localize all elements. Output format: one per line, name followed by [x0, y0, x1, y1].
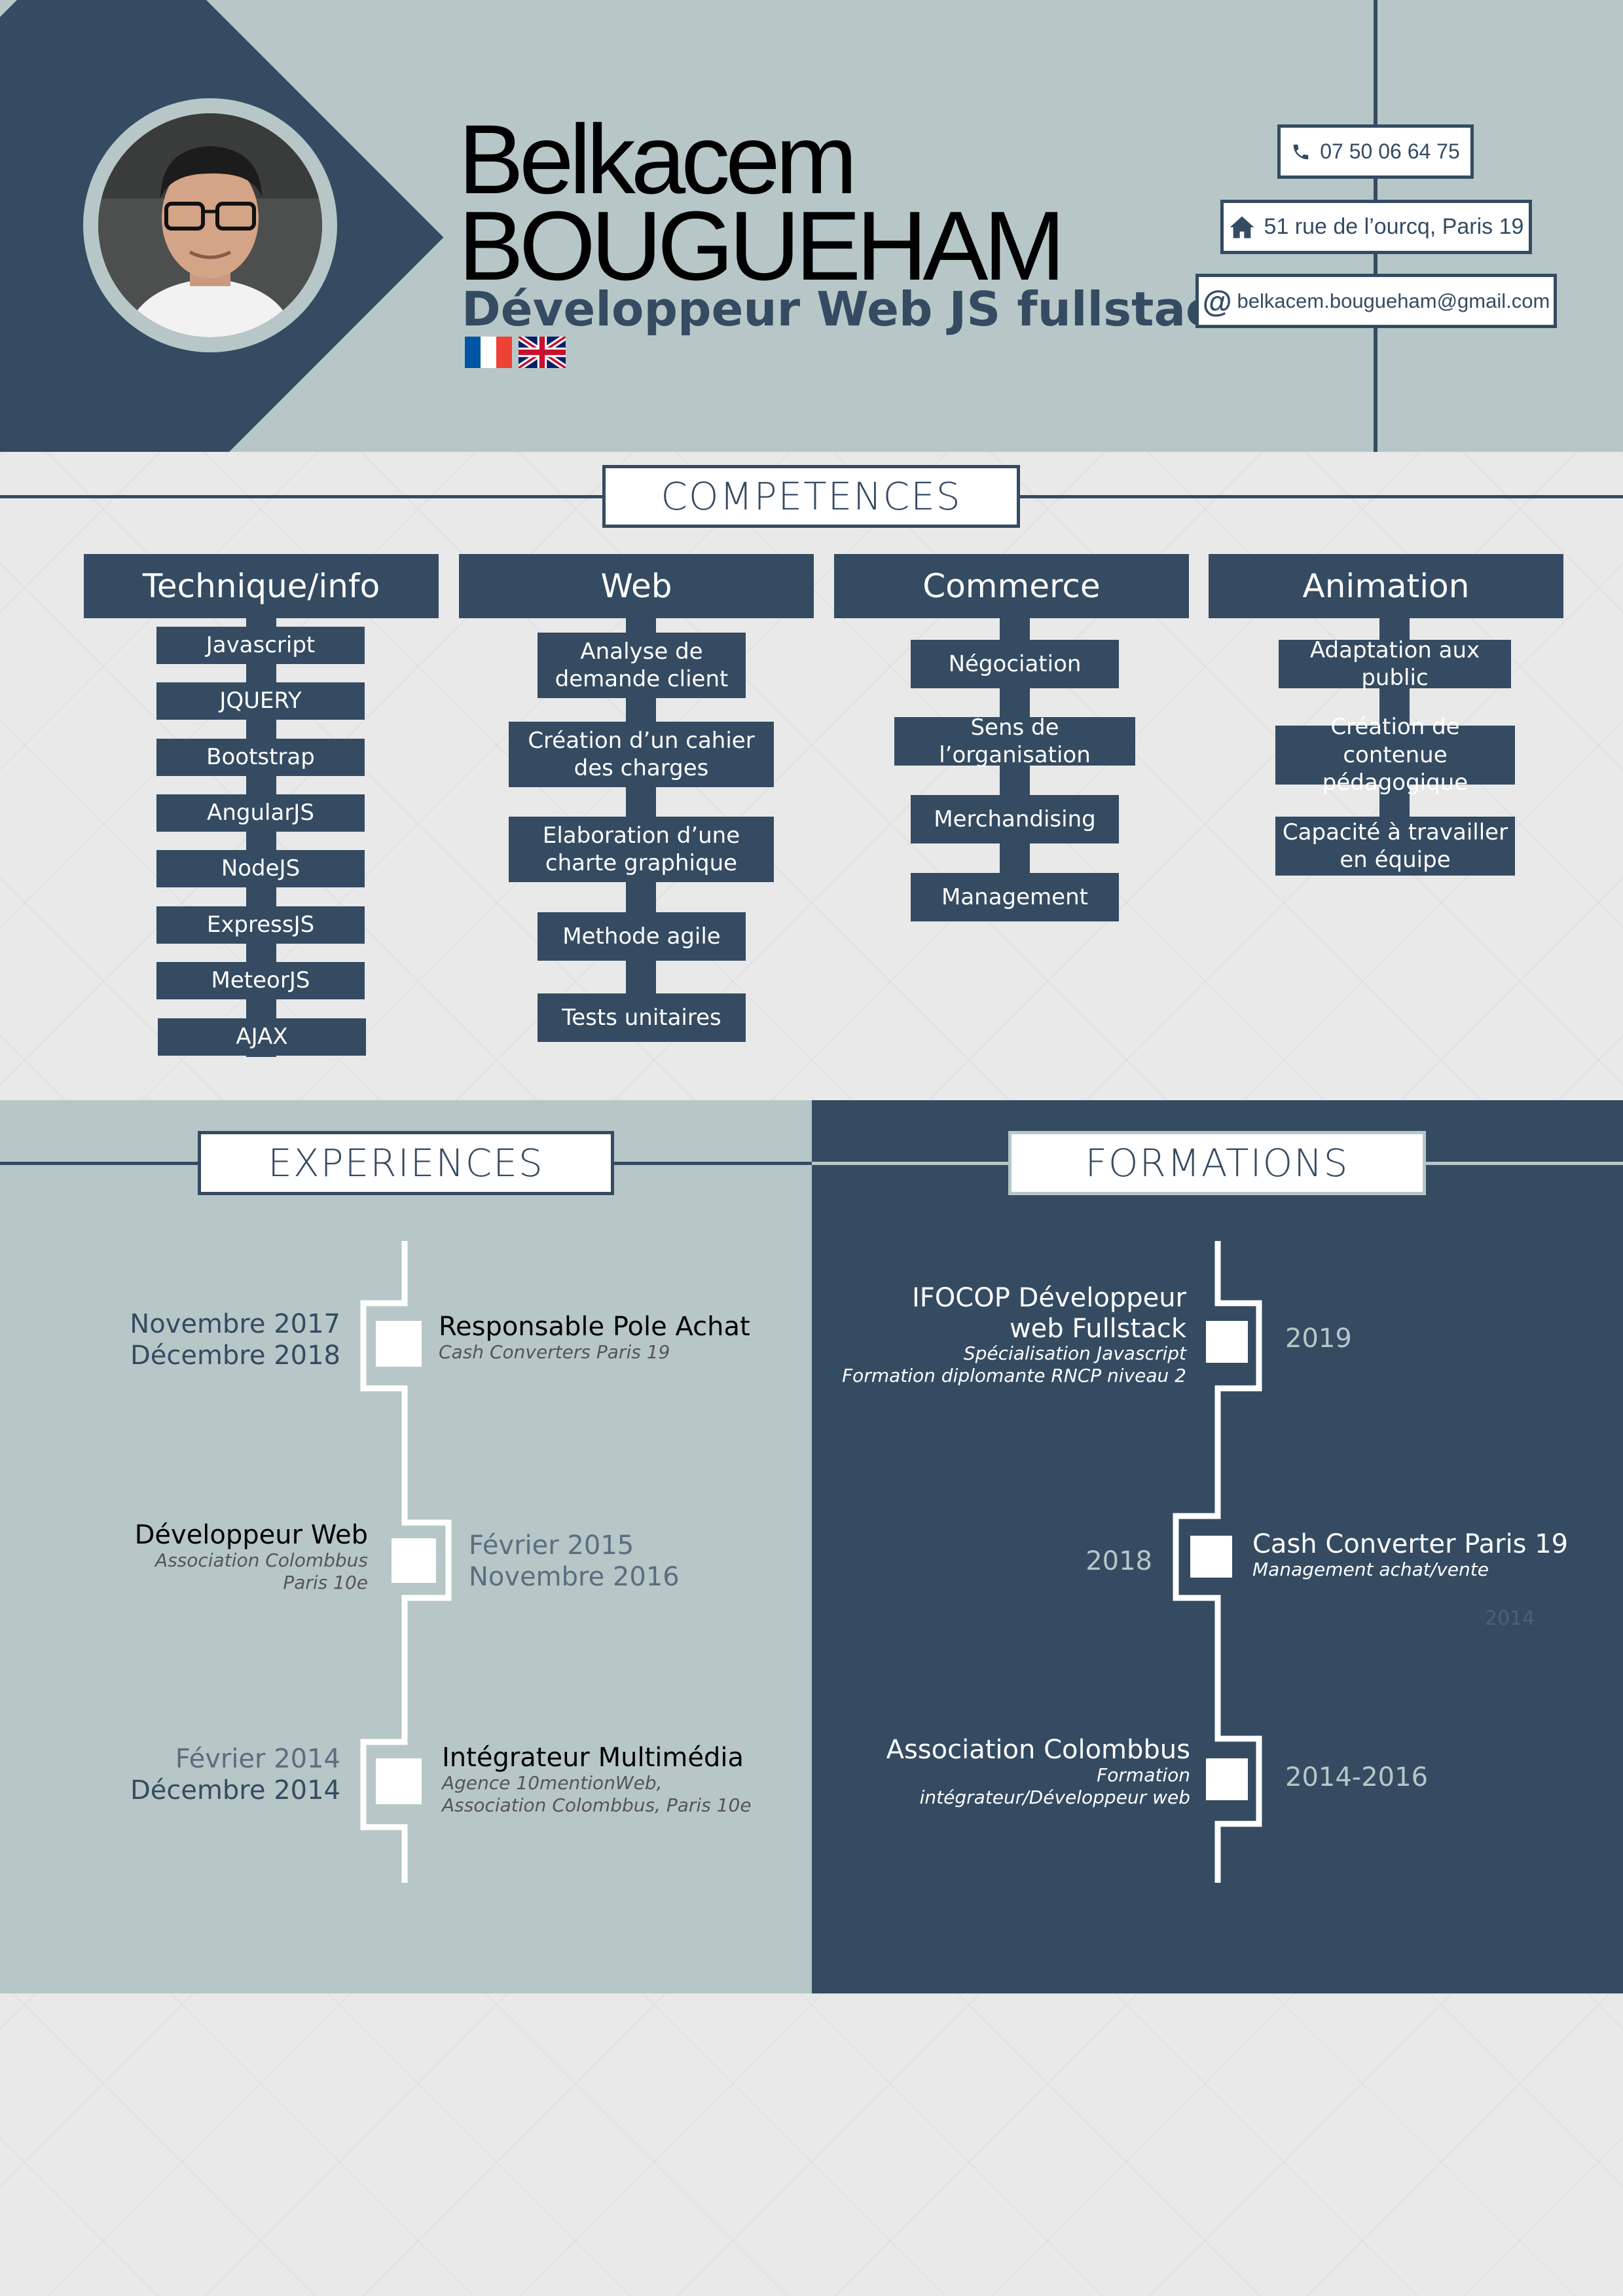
skill-item: Création d’un cahier des charges	[509, 722, 774, 787]
skill-item: Methode agile	[538, 912, 746, 961]
at-sign-icon: @	[1202, 284, 1232, 318]
email-text: belkacem.bougueham@gmail.com	[1237, 289, 1550, 312]
skill-item: AngularJS	[156, 794, 365, 832]
experiences-title: EXPERIENCES	[198, 1131, 614, 1195]
experience-date-start: Février 2015	[469, 1530, 634, 1561]
formation-degree: intégrateur/Développeur web	[919, 1787, 1190, 1808]
skill-item: MeteorJS	[156, 962, 365, 999]
contact-address[interactable]: 51 rue de l’ourcq, Paris 19	[1220, 200, 1532, 254]
experience-location: Association Colombbus, Paris 10e	[442, 1794, 752, 1816]
skill-item: Management	[911, 873, 1119, 921]
formation-specialty: Management achat/vente	[1252, 1559, 1489, 1580]
profile-photo	[98, 113, 322, 337]
formation-title: IFOCOP Développeur	[911, 1283, 1186, 1313]
home-icon	[1229, 215, 1255, 240]
experience-date-start: Février 2014	[175, 1744, 340, 1774]
competences-title: COMPETENCES	[602, 465, 1020, 528]
skill-item: Création de contenue pédagogique	[1275, 714, 1515, 796]
experience-company: Cash Converters Paris 19	[439, 1341, 670, 1363]
column-technique-header: Technique/info	[84, 554, 439, 618]
experience-date-start: Novembre 2017	[130, 1309, 340, 1339]
contact-email[interactable]: @ belkacem.bougueham@gmail.com	[1195, 274, 1557, 328]
experience-role: Intégrateur Multimédia	[442, 1743, 744, 1773]
experience-role: Développeur Web	[134, 1520, 368, 1550]
skill-item: Négociation	[911, 640, 1119, 688]
job-title: Développeur Web JS fullstack	[462, 282, 1245, 337]
formation-title: Cash Converter Paris 19	[1252, 1529, 1569, 1559]
skill-item: JQUERY	[156, 682, 365, 720]
experience-company: Agence 10mentionWeb,	[442, 1772, 663, 1794]
formations-title: FORMATIONS	[1008, 1131, 1426, 1195]
experience-date-end: Décembre 2018	[130, 1341, 340, 1371]
experiences-timeline	[360, 1241, 452, 1883]
experience-company: Association Colombbus	[155, 1549, 368, 1571]
phone-text: 07 50 06 64 75	[1320, 139, 1460, 163]
formation-year: 2014-2016	[1285, 1762, 1429, 1792]
formation-title-line2: web Fullstack	[1009, 1314, 1186, 1344]
last-name: BOUGUEHAM	[458, 191, 1065, 301]
skill-item: Sens de l’organisation	[894, 714, 1135, 768]
experience-date-end: Décembre 2014	[130, 1775, 340, 1805]
flag-fr-icon[interactable]	[465, 337, 512, 368]
experience-location: Paris 10e	[283, 1572, 368, 1593]
skill-item: Capacité à travailler en équipe	[1275, 817, 1515, 876]
formation-ghost-year: 2014	[1485, 1607, 1535, 1630]
skill-item: Elaboration d’une charte graphique	[509, 817, 774, 882]
column-animation-header: Animation	[1209, 554, 1563, 618]
skill-item: Adaptation aux public	[1279, 637, 1511, 691]
formations-timeline	[1173, 1241, 1262, 1883]
formation-year: 2019	[1285, 1324, 1352, 1354]
column-web-header: Web	[459, 554, 814, 618]
formation-title: Association Colombbus	[886, 1735, 1190, 1765]
contact-phone[interactable]: 07 50 06 64 75	[1277, 124, 1474, 179]
skill-item: Javascript	[156, 627, 365, 664]
flag-uk-icon[interactable]	[519, 337, 566, 368]
experience-date-end: Novembre 2016	[469, 1562, 680, 1592]
skill-item: Bootstrap	[156, 739, 365, 776]
first-name: Belkacem	[458, 104, 858, 214]
skill-item: Tests unitaires	[538, 993, 746, 1042]
formation-degree: Formation diplomante RNCP niveau 2	[842, 1365, 1186, 1386]
skill-item: Analyse de demande client	[538, 633, 746, 698]
formation-year: 2018	[1085, 1546, 1152, 1576]
phone-icon	[1291, 142, 1311, 162]
formation-specialty: Spécialisation Javascript	[963, 1342, 1186, 1364]
skill-item: NodeJS	[156, 850, 365, 887]
header-banner: Belkacem BOUGUEHAM Développeur Web JS fu…	[0, 0, 1623, 452]
formation-specialty: Formation	[1097, 1764, 1190, 1786]
skill-item: AJAX	[158, 1018, 366, 1056]
column-commerce-header: Commerce	[834, 554, 1189, 618]
experience-role: Responsable Pole Achat	[439, 1312, 750, 1342]
address-text: 51 rue de l’ourcq, Paris 19	[1264, 214, 1524, 239]
skill-item: ExpressJS	[156, 906, 365, 944]
person-portrait-icon	[98, 113, 322, 337]
skill-item: Merchandising	[911, 795, 1119, 843]
